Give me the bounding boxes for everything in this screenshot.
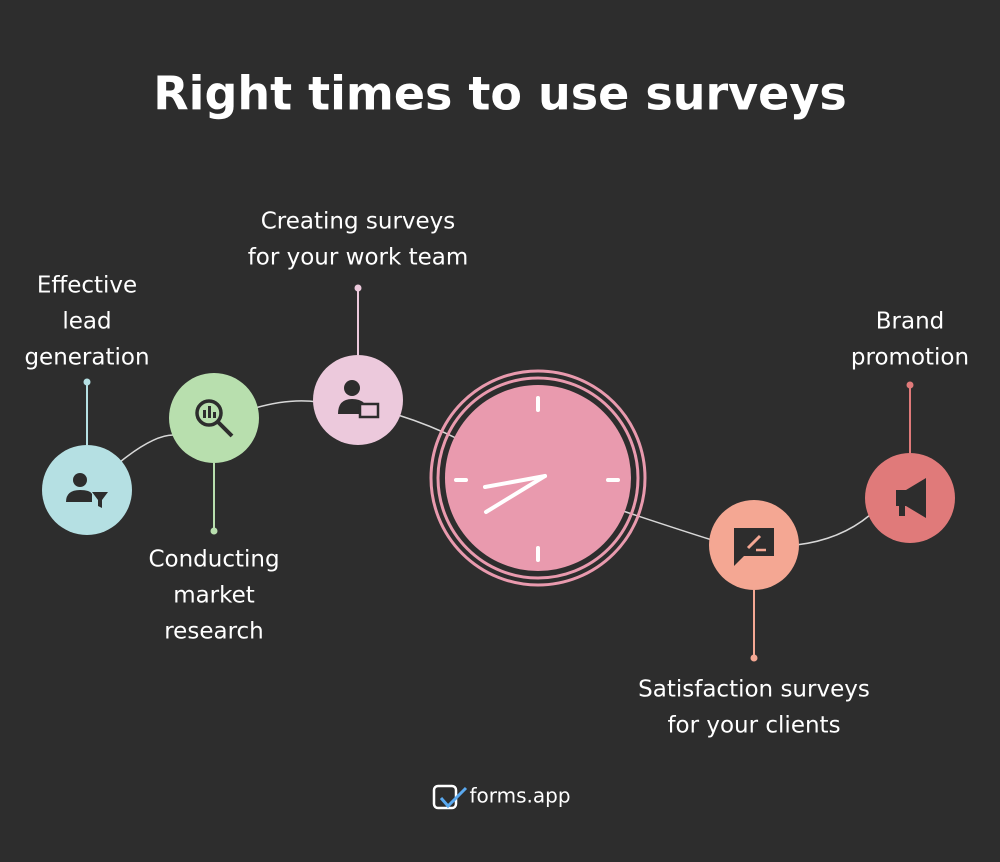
icon-bar	[203, 410, 206, 418]
icon-bar	[208, 406, 211, 418]
icon-filter	[92, 492, 108, 508]
pointer-dot	[210, 527, 218, 535]
item-lead-generation	[42, 445, 132, 535]
item-label: for your work team	[248, 245, 469, 271]
item-label: market	[173, 583, 255, 609]
clock-marks	[454, 396, 620, 562]
clock	[429, 369, 647, 587]
clock-hand	[484, 474, 547, 514]
pointers	[83, 284, 914, 662]
item-label: for your clients	[667, 713, 840, 739]
pointer-dot	[83, 378, 91, 386]
item-label: Brand	[876, 309, 945, 335]
item-label: Creating surveys	[261, 209, 456, 235]
clock-hand	[483, 474, 547, 489]
item-label: Satisfaction surveys	[638, 677, 870, 703]
item-label: Effective	[37, 273, 137, 299]
item-circle	[42, 445, 132, 535]
clock-ring	[429, 369, 647, 587]
pointer-dot	[354, 284, 362, 292]
icon-briefcase	[358, 402, 380, 419]
icon-body	[66, 490, 92, 502]
icon-pen	[746, 534, 762, 550]
footer-logo: forms.app	[432, 784, 571, 810]
icon-handle	[216, 420, 234, 438]
item-satisfaction	[709, 500, 799, 590]
pointer-dot	[906, 381, 914, 389]
item-label: lead	[62, 309, 111, 335]
icon-megaphone	[896, 478, 926, 518]
icon-magnifier	[195, 399, 223, 427]
icon-person	[344, 380, 360, 396]
item-market-research	[169, 373, 259, 463]
icon-body	[338, 399, 364, 414]
item-label: promotion	[851, 345, 969, 371]
item-label: generation	[24, 345, 149, 371]
title: Right times to use surveys	[153, 67, 846, 121]
item-work-team	[313, 355, 403, 445]
logo-check	[439, 786, 468, 809]
icon-handle	[899, 506, 905, 516]
clock-ring	[436, 376, 640, 580]
icon-bar	[213, 412, 216, 418]
item-brand-promotion	[865, 453, 955, 543]
icon-person	[73, 473, 87, 487]
pointer-dot	[750, 654, 758, 662]
item-label: Conducting	[148, 547, 279, 573]
connector-curve	[119, 400, 871, 546]
brand-name: forms.app	[469, 784, 570, 808]
item-label: research	[164, 619, 264, 645]
labels: Effective lead generation Conducting mar…	[24, 209, 969, 739]
icon-chat	[734, 528, 774, 566]
